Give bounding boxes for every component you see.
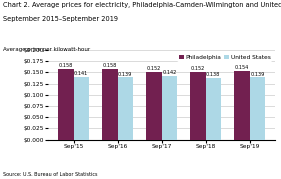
Text: Average price per kilowatt-hour: Average price per kilowatt-hour <box>3 47 90 52</box>
Text: 0.152: 0.152 <box>147 66 161 71</box>
Bar <box>58 69 74 140</box>
Text: Source: U.S. Bureau of Labor Statistics: Source: U.S. Bureau of Labor Statistics <box>3 172 97 177</box>
Bar <box>162 76 177 140</box>
Text: 0.139: 0.139 <box>118 72 132 77</box>
Bar <box>102 69 117 140</box>
Bar <box>234 71 250 140</box>
Bar <box>146 72 162 140</box>
Text: 0.152: 0.152 <box>191 66 205 71</box>
Bar <box>250 77 265 140</box>
Text: 0.154: 0.154 <box>235 65 249 70</box>
Text: 0.138: 0.138 <box>206 72 221 77</box>
Bar <box>117 77 133 140</box>
Text: 0.141: 0.141 <box>74 71 88 76</box>
Text: 0.139: 0.139 <box>250 72 264 77</box>
Bar <box>206 78 221 140</box>
Text: Chart 2. Average prices for electricity, Philadelphia-Camden-Wilmington and Unit: Chart 2. Average prices for electricity,… <box>3 2 281 8</box>
Legend: Philadelphia, United States: Philadelphia, United States <box>178 53 273 62</box>
Text: 0.158: 0.158 <box>103 63 117 68</box>
Bar <box>190 72 206 140</box>
Text: 0.158: 0.158 <box>59 63 73 68</box>
Text: 0.142: 0.142 <box>162 70 176 75</box>
Text: September 2015–September 2019: September 2015–September 2019 <box>3 16 118 22</box>
Bar <box>74 77 89 140</box>
